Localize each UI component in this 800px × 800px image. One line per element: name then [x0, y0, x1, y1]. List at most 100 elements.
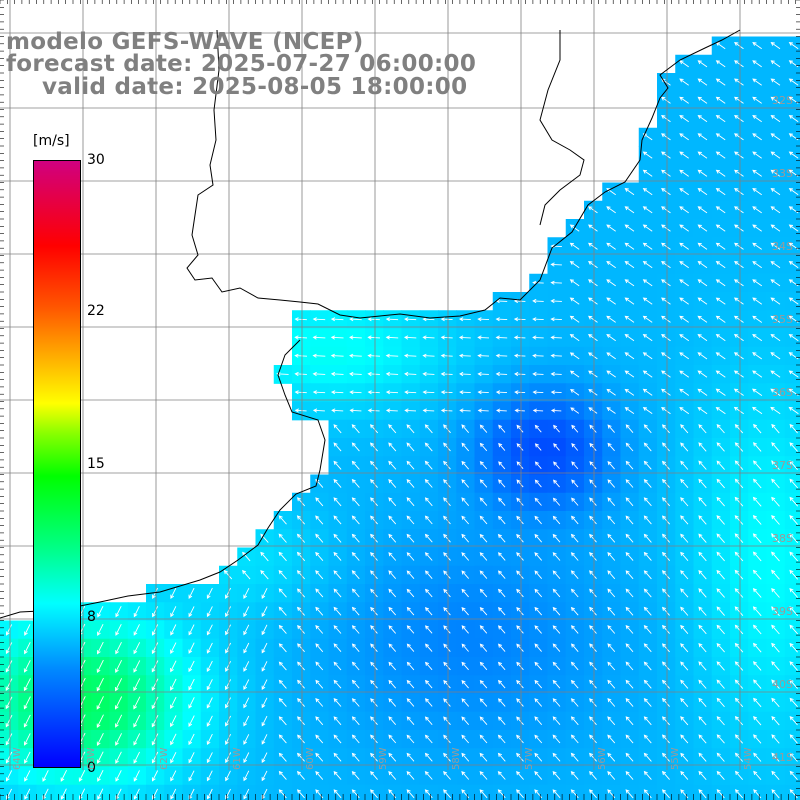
wind-arrow	[771, 642, 780, 653]
wind-arrow	[312, 408, 325, 413]
wind-arrow	[534, 533, 543, 543]
wind-arrow	[96, 732, 104, 746]
wind-arrow	[406, 698, 415, 707]
wind-arrow	[698, 642, 707, 653]
wind-arrow	[424, 588, 433, 598]
wind-arrow	[225, 715, 232, 727]
wind-arrow	[716, 478, 725, 489]
wind-arrow	[297, 698, 305, 707]
wind-arrow	[734, 697, 744, 708]
wind-arrow	[151, 751, 159, 764]
wind-arrow	[261, 588, 268, 599]
wind-arrow	[770, 206, 781, 214]
wind-arrow	[367, 390, 380, 395]
wind-arrow	[461, 497, 470, 506]
wind-arrow	[771, 697, 780, 708]
wind-arrow	[734, 606, 744, 616]
wind-arrow	[513, 335, 526, 340]
wind-arrow	[170, 715, 177, 728]
wind-arrow	[771, 423, 780, 434]
wind-arrow	[752, 551, 762, 562]
wind-arrow	[296, 789, 305, 799]
wind-arrow	[680, 588, 689, 598]
wind-arrow	[589, 789, 597, 799]
wind-arrow	[589, 771, 597, 780]
wind-arrow	[643, 661, 652, 671]
wind-arrow	[24, 624, 31, 636]
wind-arrow	[715, 352, 726, 360]
wind-arrow	[388, 679, 397, 689]
wind-arrow	[643, 570, 652, 580]
wind-arrow	[661, 224, 671, 232]
wind-arrow	[589, 643, 597, 652]
wind-arrow	[643, 460, 652, 470]
wind-cell	[766, 784, 786, 800]
colorbar	[33, 160, 81, 768]
wind-arrow	[661, 206, 671, 214]
wind-arrow	[770, 279, 781, 287]
wind-arrow	[661, 734, 670, 744]
wind-arrow	[315, 588, 324, 598]
wind-arrow	[534, 661, 543, 671]
wind-arrow	[461, 533, 470, 543]
wind-arrow	[370, 478, 378, 488]
wind-arrow	[661, 151, 671, 159]
wind-arrow	[443, 533, 451, 543]
wind-arrow	[5, 696, 13, 710]
wind-arrow	[296, 497, 306, 507]
wind-arrow	[497, 679, 506, 689]
wind-arrow	[680, 533, 689, 543]
wind-arrow	[170, 642, 177, 654]
wind-arrow	[569, 315, 580, 323]
wind-arrow	[643, 752, 652, 762]
wind-arrow	[589, 424, 597, 433]
wind-arrow	[479, 770, 488, 780]
wind-cell	[492, 784, 512, 800]
wind-arrow	[351, 789, 360, 799]
wind-arrow	[753, 789, 762, 799]
wind-arrow	[752, 460, 762, 470]
wind-arrow	[733, 333, 744, 342]
wind-arrow	[495, 335, 508, 340]
wind-cell	[784, 438, 800, 457]
wind-arrow	[461, 716, 470, 725]
wind-arrow	[697, 352, 708, 360]
wind-arrow	[479, 497, 488, 506]
wind-cell	[711, 784, 731, 800]
wind-arrow	[734, 752, 744, 762]
wind-arrow	[625, 789, 634, 799]
wind-arrow	[369, 442, 378, 452]
wind-arrow	[461, 460, 470, 470]
wind-arrow	[261, 752, 268, 764]
wind-cell	[784, 328, 800, 348]
wind-arrow	[698, 569, 707, 580]
wind-arrow	[479, 789, 488, 799]
wind-arrow	[188, 606, 195, 618]
wind-arrow	[242, 551, 251, 562]
wind-cell	[784, 273, 800, 293]
wind-arrow	[715, 115, 726, 123]
wind-arrow	[351, 533, 360, 543]
wind-arrow	[589, 734, 597, 744]
wind-arrow	[716, 496, 725, 507]
wind-arrow	[422, 408, 435, 413]
wind-arrow	[443, 625, 451, 634]
wind-arrow	[697, 115, 708, 123]
wind-arrow	[333, 424, 342, 434]
wind-arrow	[680, 770, 689, 780]
wind-arrow	[570, 606, 579, 616]
wind-arrow	[206, 770, 213, 782]
wind-arrow	[752, 624, 762, 635]
wind-arrow	[424, 770, 433, 780]
wind-arrow	[97, 788, 104, 800]
wind-arrow	[406, 643, 415, 652]
wind-arrow	[571, 424, 579, 433]
wind-arrow	[642, 370, 653, 378]
wind-arrow	[406, 625, 415, 634]
wind-arrow	[734, 478, 744, 489]
wind-arrow	[661, 297, 671, 305]
wind-arrow	[367, 371, 380, 377]
wind-arrow	[607, 716, 616, 726]
wind-arrow	[789, 715, 798, 726]
wind-arrow	[679, 352, 690, 360]
